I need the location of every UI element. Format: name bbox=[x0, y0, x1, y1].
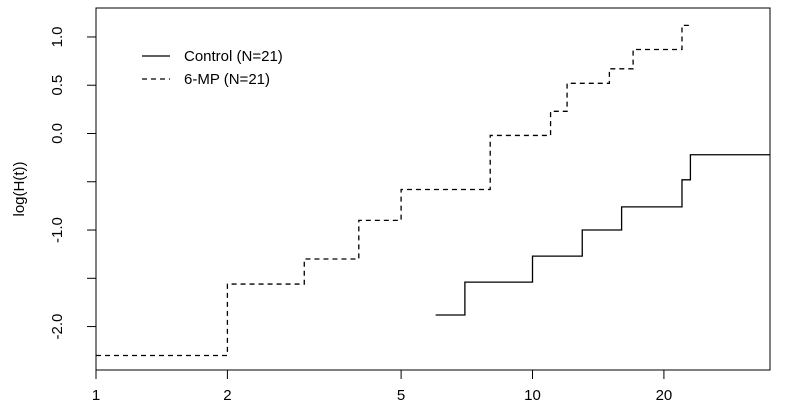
y-axis-label: log(H(t)) bbox=[11, 161, 28, 216]
y-tick-label: -2.0 bbox=[49, 314, 66, 340]
legend-entry-label: 6-MP (N=21) bbox=[184, 71, 270, 88]
series-line-control bbox=[435, 154, 770, 316]
x-tick-label: 10 bbox=[524, 387, 541, 400]
x-tick-label: 5 bbox=[397, 387, 405, 400]
x-tick-label: 20 bbox=[656, 387, 673, 400]
x-tick-label: 2 bbox=[223, 387, 231, 400]
y-tick-label: -1.0 bbox=[49, 217, 66, 243]
y-tick-label: 1.0 bbox=[49, 27, 66, 48]
plot-frame bbox=[95, 7, 771, 371]
y-tick-label: 0.5 bbox=[49, 75, 66, 96]
series-line-6mp bbox=[96, 24, 691, 357]
y-tick-label: 0.0 bbox=[49, 123, 66, 144]
x-tick-label: 1 bbox=[92, 387, 100, 400]
legend-entry-label: Control (N=21) bbox=[184, 48, 283, 65]
